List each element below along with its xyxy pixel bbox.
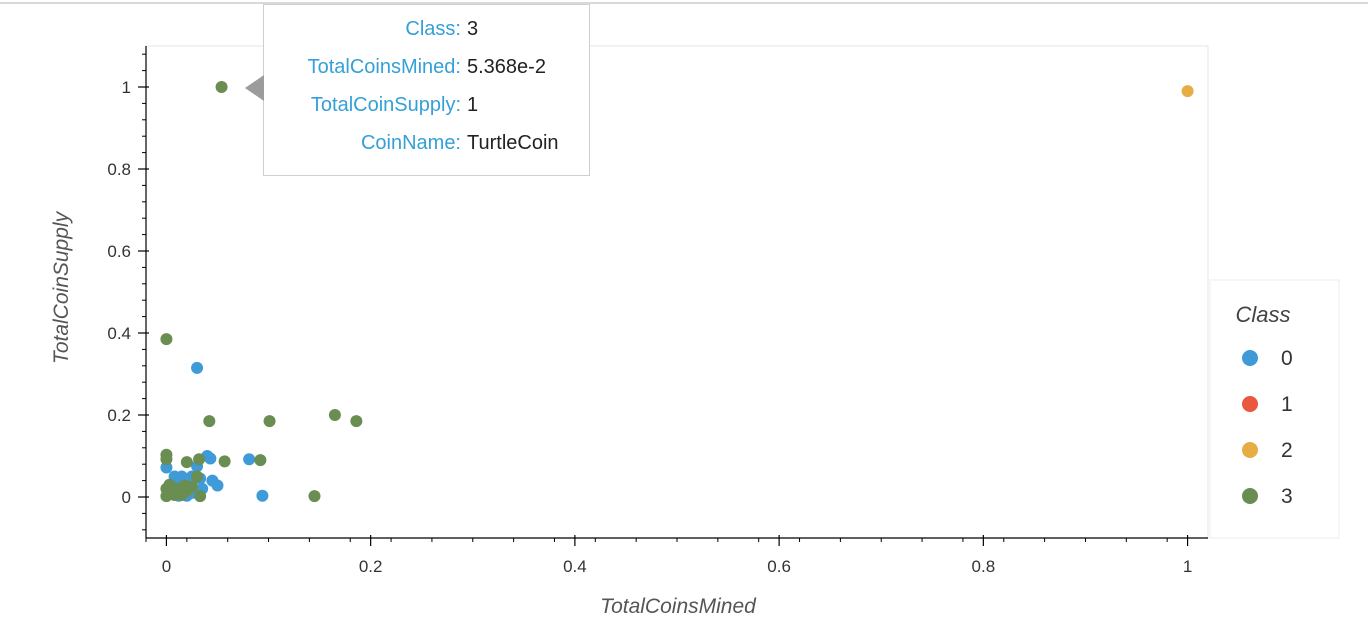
x-axis-title: TotalCoinsMined	[600, 595, 757, 618]
legend-label-class-0: 0	[1281, 347, 1293, 370]
data-point-class-3[interactable]	[328, 409, 341, 421]
data-point-class-3[interactable]	[180, 456, 193, 469]
x-tick-label: 0.8	[972, 557, 996, 576]
tooltip-row: TotalCoinsMined: 5.368e-2	[264, 56, 591, 80]
tooltip-value: 1	[467, 94, 479, 116]
data-point-class-0[interactable]	[160, 461, 173, 474]
x-tick-label: 1	[1183, 557, 1192, 576]
data-point-class-0[interactable]	[191, 361, 204, 374]
y-tick-label: 0.6	[107, 242, 131, 261]
tooltip-key: CoinName:	[360, 132, 461, 154]
y-tick-label: 0.2	[107, 406, 131, 425]
legend: Class 0 1 2 3	[1209, 279, 1340, 539]
tooltip-key: Class:	[405, 18, 461, 40]
legend-label-class-2: 2	[1281, 439, 1293, 462]
data-point-class-0[interactable]	[256, 489, 269, 502]
data-point-class-3[interactable]	[191, 470, 204, 483]
data-point-class-3[interactable]	[160, 333, 173, 346]
data-point-class-3[interactable]	[254, 454, 267, 467]
top-divider	[0, 2, 1368, 4]
tooltip-row: CoinName: TurtleCoin	[264, 132, 591, 156]
data-point-class-0[interactable]	[204, 452, 217, 465]
data-point-class-3[interactable]	[193, 453, 206, 466]
legend-title: Class	[1235, 302, 1290, 327]
tooltip-value: TurtleCoin	[467, 132, 559, 154]
x-tick-label: 0	[162, 557, 171, 576]
legend-marker-class-1	[1242, 396, 1258, 412]
data-point-class-3[interactable]	[194, 490, 207, 503]
data-point-class-3[interactable]	[163, 478, 176, 491]
data-point-class-0[interactable]	[243, 453, 256, 466]
y-axis-title: TotalCoinSupply	[50, 210, 73, 364]
data-point-class-2[interactable]	[1181, 85, 1194, 98]
data-point-class-3[interactable]	[350, 415, 363, 428]
scatter-points[interactable]	[160, 81, 1194, 503]
data-point-class-3[interactable]	[215, 81, 228, 93]
legend-marker-class-3	[1242, 488, 1258, 504]
legend-label-class-1: 1	[1281, 393, 1293, 416]
tooltip-pointer	[245, 75, 264, 101]
data-point-class-3[interactable]	[178, 479, 191, 492]
tooltip-value: 3	[467, 18, 479, 40]
legend-marker-class-2	[1242, 442, 1258, 458]
y-tick-label: 0.8	[107, 160, 131, 179]
tooltip-row: Class: 3	[264, 18, 591, 42]
legend-marker-class-0	[1242, 350, 1258, 366]
x-tick-label: 0.4	[563, 557, 587, 576]
y-tick-label: 0.4	[107, 324, 131, 343]
data-point-class-3[interactable]	[263, 415, 276, 428]
tooltip-value: 5.368e-2	[467, 56, 546, 78]
data-point-class-3[interactable]	[218, 455, 231, 468]
tooltip-row: TotalCoinSupply: 1	[264, 94, 591, 118]
hover-tooltip: Class: 3 TotalCoinsMined: 5.368e-2 TotalCoin…	[263, 4, 590, 176]
legend-box	[1209, 279, 1340, 539]
y-tick-label: 0	[122, 488, 131, 507]
tooltip-key: TotalCoinsMined:	[307, 56, 461, 78]
legend-label-class-3: 3	[1281, 485, 1293, 508]
data-point-class-0[interactable]	[211, 479, 224, 492]
x-tick-label: 0.6	[767, 557, 791, 576]
data-point-class-3[interactable]	[160, 453, 173, 466]
y-axis: 0 0.2 0.4 0.6 0.8 1	[107, 46, 149, 538]
x-axis: 0 0.2 0.4 0.6 0.8 1	[145, 535, 1208, 576]
tooltip-key: TotalCoinSupply:	[310, 94, 461, 116]
data-point-class-3[interactable]	[308, 490, 321, 503]
x-tick-label: 0.2	[359, 557, 383, 576]
y-tick-label: 1	[122, 78, 131, 97]
data-point-class-3[interactable]	[203, 415, 216, 428]
